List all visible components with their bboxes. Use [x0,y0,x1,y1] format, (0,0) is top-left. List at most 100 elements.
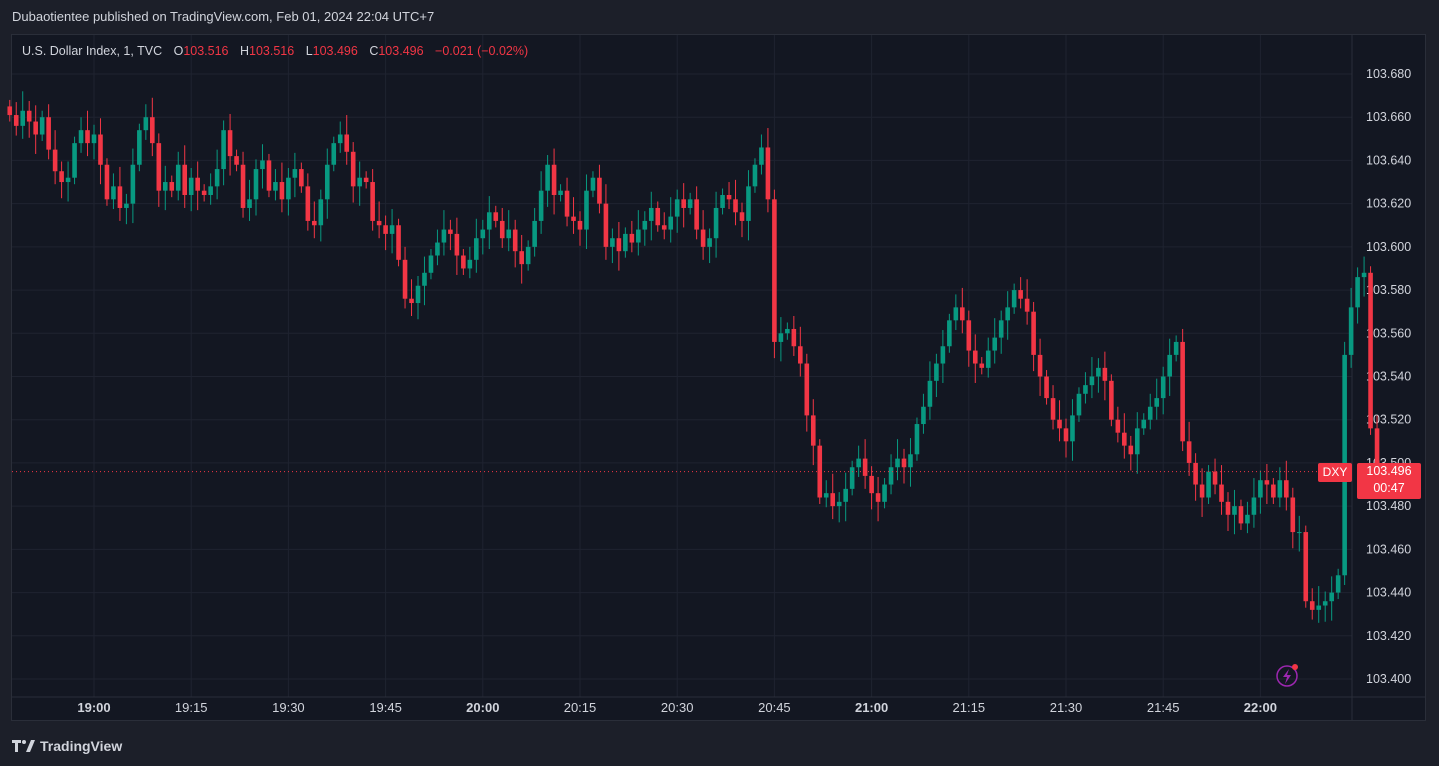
candle-body [137,130,142,165]
candle-body [1296,532,1302,534]
candle-body [13,115,19,126]
candle-body [571,216,576,221]
candle-body [1024,298,1030,312]
candle-body [454,233,460,256]
candle-body [875,493,881,502]
candle-body [195,177,200,191]
candle-body [331,143,337,165]
candle-body [201,190,207,195]
candle-body [843,488,848,502]
candle-body [344,134,350,152]
candle-body [1348,307,1354,355]
candle-body [1102,367,1108,381]
footer-brand[interactable]: TradingView [12,736,122,756]
candle-body [1154,398,1160,407]
y-tick-label: 103.660 [1366,110,1411,124]
last-price-value: 103.496 [1366,464,1412,478]
candle-body [862,458,868,476]
candle-body [849,467,855,489]
candle-body [869,475,874,494]
x-tick-label: 21:00 [855,700,888,715]
candle-body [1050,398,1056,420]
candle-body [1232,506,1237,515]
candle-body [953,307,959,321]
notification-dot-icon [1292,664,1298,670]
low-value: 103.496 [312,44,358,58]
publisher-line: Dubaotientee published on TradingView.co… [12,9,435,24]
y-tick-label: 103.640 [1366,153,1411,167]
high-label: H [240,44,250,58]
y-tick-label: 103.420 [1366,629,1411,643]
candle-body [260,160,265,170]
x-tick-label: 22:00 [1244,700,1277,715]
candle-body [1180,341,1185,442]
y-tick-label: 103.620 [1366,197,1411,211]
close-label: C [369,44,379,58]
candle-body [441,229,447,243]
change-value: −0.021 (−0.02%) [435,44,529,58]
candle-body [1037,354,1043,377]
candle-body [1018,290,1023,299]
candle-body [91,134,97,144]
candle-body [616,238,622,252]
candle-body [636,229,641,243]
candle-body [726,195,732,200]
candle-body [396,225,401,260]
candle-body [350,151,356,187]
candle-body [642,220,648,230]
symbol-tag: DXY [1318,463,1352,482]
brand-name: TradingView [40,738,123,754]
candle-body [979,363,985,368]
chart-pane[interactable] [11,34,1426,721]
candle-body [830,493,836,507]
candle-body [1070,415,1075,442]
candle-body [551,164,557,195]
candle-body [1122,432,1127,446]
y-tick-label: 103.600 [1366,240,1411,254]
candle-body [52,149,58,172]
candle-body [746,186,751,221]
candle-body [1335,575,1341,593]
candle-body [1225,501,1231,515]
candle-body [175,164,181,191]
candle-body [65,177,71,183]
candle-body [273,182,278,191]
candle-body [234,156,239,165]
candle-body [124,203,129,208]
candle-body [752,164,758,187]
candle-body [1303,532,1309,602]
candle-body [739,212,745,221]
candle-body [836,501,842,507]
candle-body [1147,406,1153,420]
candle-body [428,255,434,273]
candle-body [908,454,913,468]
candle-body [409,298,414,304]
candle-body [221,130,226,170]
candle-body [525,246,531,265]
candle-body [791,328,797,347]
x-tick-label: 20:00 [466,700,499,715]
candle-body [1173,341,1179,355]
candle-body [947,320,952,347]
candle-body [759,147,764,165]
candle-body [182,164,188,195]
candle-body [208,186,213,195]
x-tick-label: 20:30 [661,700,694,715]
candle-body [227,130,233,157]
candle-body [1109,380,1114,420]
candle-body [305,186,311,221]
candle-body [85,130,90,144]
bar-countdown: 00:47 [1373,481,1405,495]
candle-body [467,259,473,269]
candle-body [687,199,693,208]
candle-body [668,216,674,230]
candle-body [1031,311,1036,355]
low-label: L [305,44,313,58]
candle-body [370,182,375,221]
candle-body [532,220,537,247]
candle-body [324,164,330,200]
candle-body [117,186,123,208]
candle-body [966,320,972,351]
candle-body [130,164,136,204]
